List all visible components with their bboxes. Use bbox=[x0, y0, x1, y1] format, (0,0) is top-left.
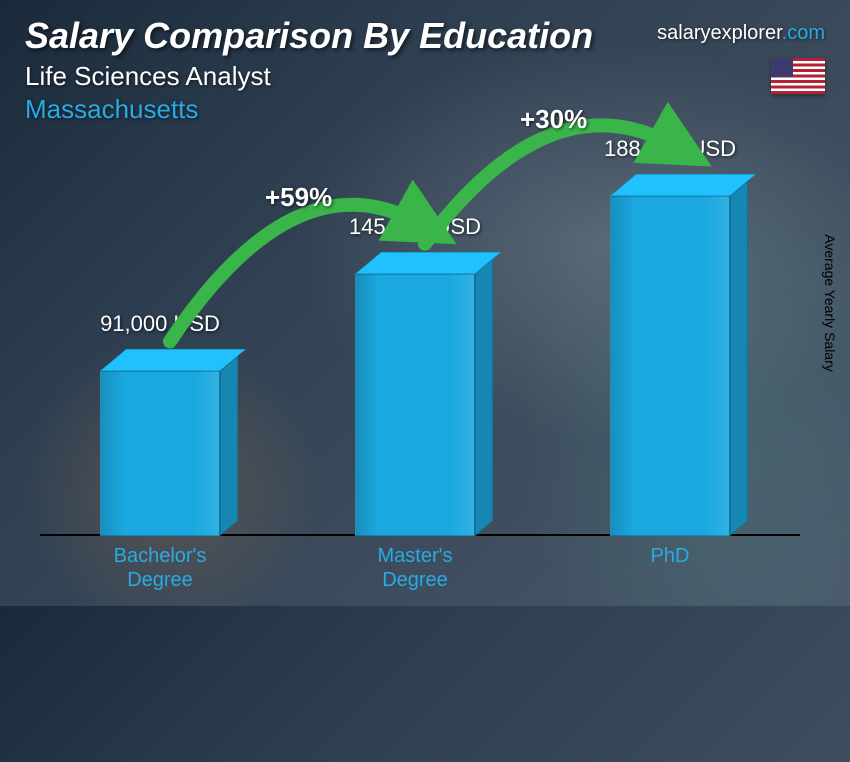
chart-location: Massachusetts bbox=[25, 94, 825, 125]
brand-name: salaryexplorer bbox=[657, 22, 782, 44]
chart-subtitle: Life Sciences Analyst bbox=[25, 61, 825, 92]
increase-percent-label: +30% bbox=[520, 104, 587, 135]
increase-arrow-icon bbox=[60, 156, 850, 762]
flag-icon bbox=[771, 58, 825, 94]
brand-label: salaryexplorer.com bbox=[657, 22, 825, 45]
brand-suffix: .com bbox=[782, 22, 825, 44]
chart-area: 91,000 USDBachelor'sDegree145,000 USDMas… bbox=[60, 156, 760, 536]
